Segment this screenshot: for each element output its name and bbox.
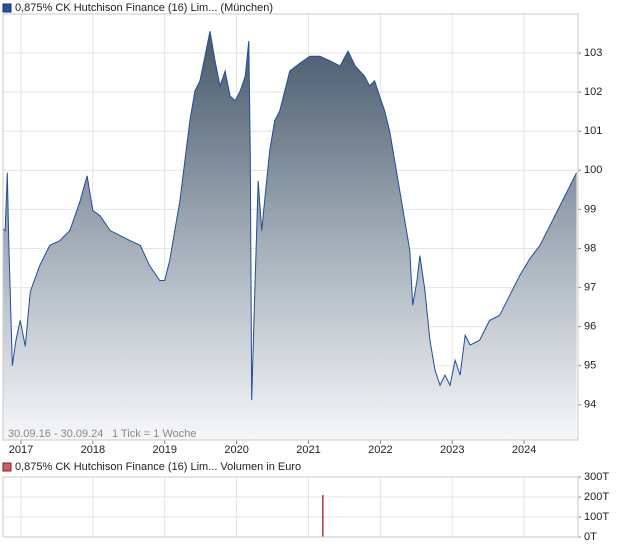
legend-swatch xyxy=(2,3,12,13)
y-tick-label: 200T xyxy=(584,491,609,503)
y-tick-label: 95 xyxy=(584,360,596,372)
x-tick-label: 2024 xyxy=(512,444,536,456)
legend-label: 0,875% CK Hutchison Finance (16) Lim... … xyxy=(15,2,273,14)
annotation: 1 Tick = 1 Woche xyxy=(112,428,196,440)
y-tick-label: 101 xyxy=(584,125,602,137)
y-tick-label: 102 xyxy=(584,86,602,98)
y-tick-label: 99 xyxy=(584,203,596,215)
y-tick-label: 100 xyxy=(584,164,602,176)
plot-frame xyxy=(2,476,579,538)
annotation: 30.09.16 - 30.09.24 xyxy=(8,428,103,440)
x-tick-label: 2023 xyxy=(440,444,464,456)
plot-frame xyxy=(2,13,579,441)
y-tick-label: 103 xyxy=(584,47,602,59)
x-tick-label: 2017 xyxy=(9,444,33,456)
y-tick-label: 96 xyxy=(584,321,596,333)
y-tick-label: 98 xyxy=(584,242,596,254)
y-tick-label: 100T xyxy=(584,511,609,523)
x-tick-label: 2022 xyxy=(368,444,392,456)
x-tick-label: 2019 xyxy=(152,444,176,456)
x-tick-label: 2020 xyxy=(224,444,248,456)
legend-label: 0,875% CK Hutchison Finance (16) Lim... … xyxy=(15,461,301,473)
y-tick-label: 0T xyxy=(584,531,597,543)
x-tick-label: 2021 xyxy=(296,444,320,456)
y-tick-label: 94 xyxy=(584,399,596,411)
y-tick-label: 300T xyxy=(584,471,609,483)
y-tick-label: 97 xyxy=(584,281,596,293)
price-line xyxy=(2,31,578,401)
legend-swatch xyxy=(2,462,12,472)
x-tick-label: 2018 xyxy=(81,444,105,456)
volume-bar xyxy=(322,495,324,537)
area-fill xyxy=(3,31,577,440)
